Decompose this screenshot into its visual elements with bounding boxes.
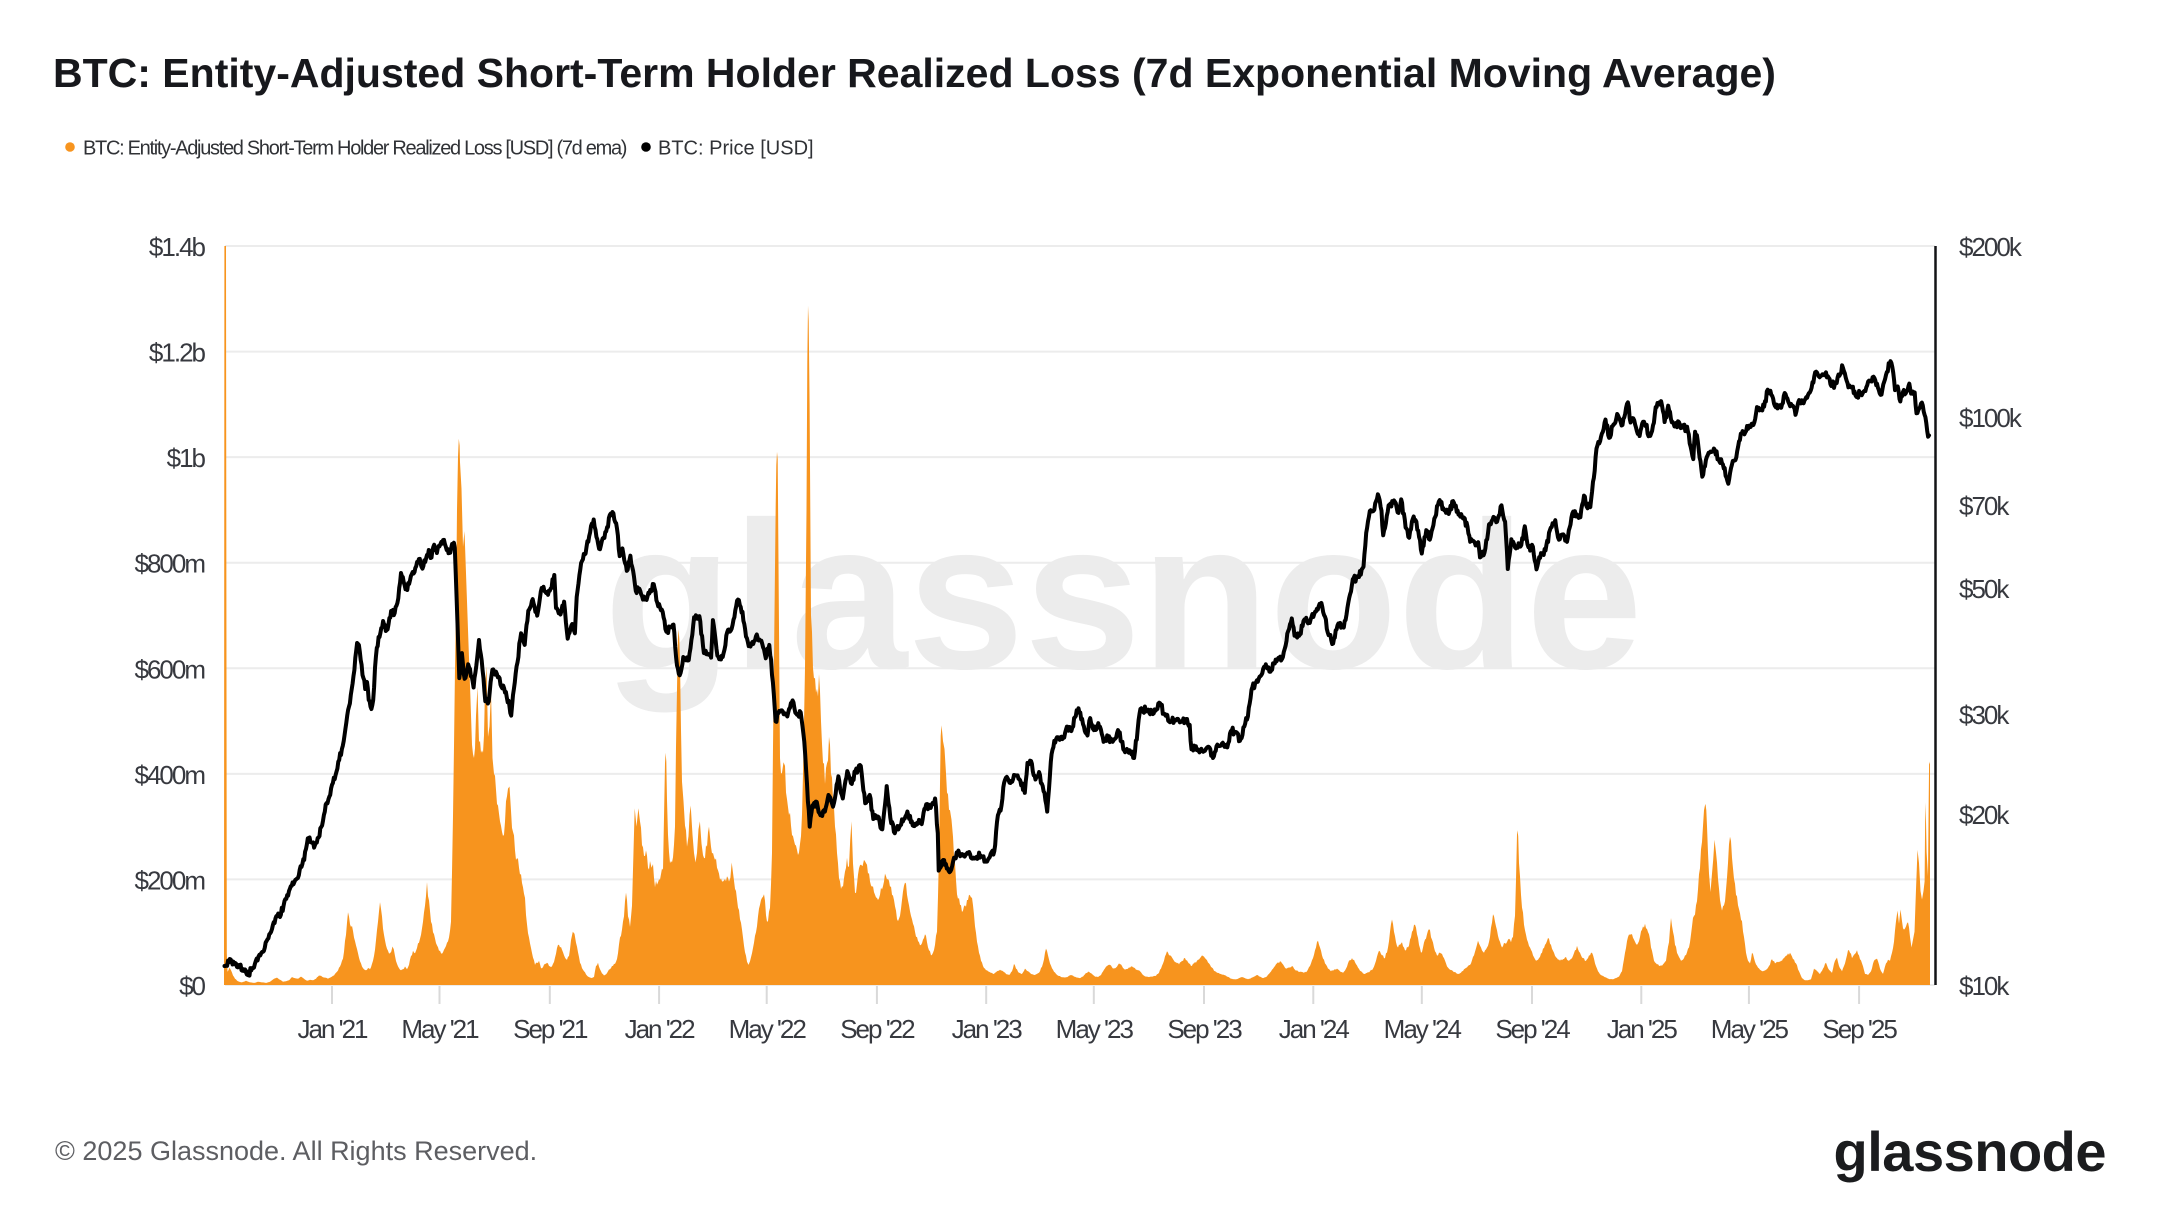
- svg-text:glassnode: glassnode: [604, 478, 1643, 713]
- svg-text:BTC: Entity-Adjusted Short-Ter: BTC: Entity-Adjusted Short-Term Holder R…: [83, 138, 627, 160]
- svg-text:Sep '24: Sep '24: [1495, 1014, 1570, 1044]
- svg-text:$1.2b: $1.2b: [149, 338, 206, 368]
- svg-text:BTC: Price [USD]: BTC: Price [USD]: [658, 138, 814, 160]
- svg-text:May '24: May '24: [1384, 1014, 1462, 1044]
- svg-text:Sep '22: Sep '22: [840, 1014, 915, 1044]
- svg-text:$1.4b: $1.4b: [149, 232, 206, 262]
- svg-text:$20k: $20k: [1959, 800, 2010, 830]
- svg-text:$0: $0: [179, 971, 205, 1001]
- svg-text:Sep '21: Sep '21: [513, 1014, 588, 1044]
- svg-text:Jan '23: Jan '23: [952, 1014, 1023, 1044]
- svg-text:May '21: May '21: [401, 1014, 479, 1044]
- svg-text:$200m: $200m: [135, 865, 205, 895]
- svg-text:$10k: $10k: [1959, 971, 2010, 1001]
- svg-text:$200k: $200k: [1959, 232, 2023, 262]
- svg-text:$800m: $800m: [135, 549, 205, 579]
- svg-text:$1b: $1b: [167, 443, 206, 473]
- svg-text:Sep '25: Sep '25: [1822, 1014, 1897, 1044]
- svg-text:$50k: $50k: [1959, 574, 2010, 604]
- svg-text:Jan '21: Jan '21: [297, 1014, 368, 1044]
- svg-text:BTC: Entity-Adjusted Short-Ter: BTC: Entity-Adjusted Short-Term Holder R…: [53, 50, 1776, 96]
- svg-text:$70k: $70k: [1959, 491, 2010, 521]
- svg-text:$30k: $30k: [1959, 700, 2010, 730]
- svg-text:$100k: $100k: [1959, 403, 2023, 433]
- svg-text:Jan '22: Jan '22: [625, 1014, 696, 1044]
- svg-text:May '22: May '22: [729, 1014, 807, 1044]
- svg-text:Jan '24: Jan '24: [1279, 1014, 1350, 1044]
- svg-text:May '23: May '23: [1056, 1014, 1134, 1044]
- svg-text:$600m: $600m: [135, 654, 205, 684]
- svg-text:May '25: May '25: [1711, 1014, 1789, 1044]
- svg-text:glassnode: glassnode: [1834, 1120, 2106, 1183]
- svg-text:$400m: $400m: [135, 760, 205, 790]
- svg-text:Jan '25: Jan '25: [1607, 1014, 1678, 1044]
- svg-text:Sep '23: Sep '23: [1167, 1014, 1242, 1044]
- svg-text:© 2025 Glassnode. All Rights R: © 2025 Glassnode. All Rights Reserved.: [55, 1136, 537, 1166]
